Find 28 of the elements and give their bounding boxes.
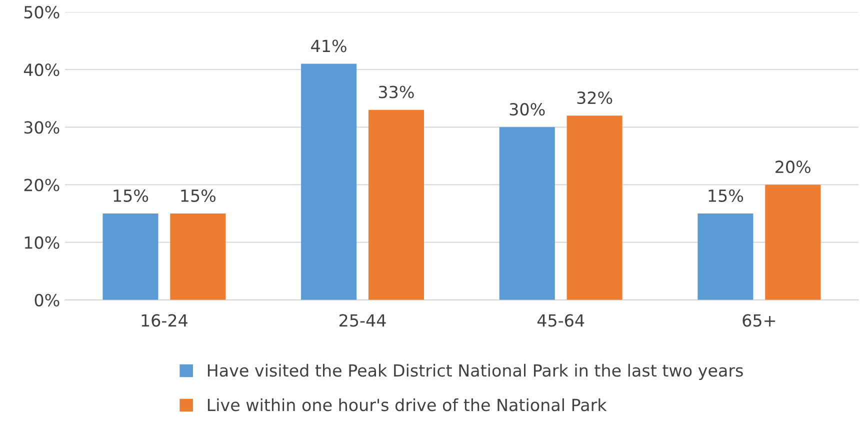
y-tick-label: 40% <box>24 64 60 76</box>
data-label: 33% <box>378 86 414 98</box>
bar <box>698 214 754 300</box>
bar <box>102 214 158 300</box>
bar <box>368 110 424 300</box>
legend-label: Live within one hour's drive of the National Park <box>208 398 607 412</box>
y-tick-label: 30% <box>24 121 60 134</box>
data-label: 15% <box>708 189 744 202</box>
y-tick-label: 0% <box>34 294 60 306</box>
bar <box>499 127 555 300</box>
bar <box>301 64 357 300</box>
bar <box>170 214 226 300</box>
y-tick-label: 20% <box>24 178 60 192</box>
x-tick-label: 45-64 <box>537 314 584 327</box>
bar <box>765 184 821 300</box>
data-label: 15% <box>114 189 148 202</box>
data-label: 15% <box>181 189 216 202</box>
x-tick-label: 25-44 <box>340 314 386 327</box>
data-label: 30% <box>510 102 545 116</box>
data-label: 20% <box>776 160 810 174</box>
legend-label: Have visited the Peak District National Park in the last two years <box>208 364 743 380</box>
y-tick-label: 50% <box>24 6 60 19</box>
x-tick-label: 65+ <box>742 314 775 327</box>
data-label: 32% <box>577 91 612 104</box>
y-tick-label: 10% <box>24 236 60 249</box>
bar <box>566 116 622 300</box>
x-tick-label: 16-24 <box>142 314 188 327</box>
data-label: 41% <box>311 40 346 52</box>
